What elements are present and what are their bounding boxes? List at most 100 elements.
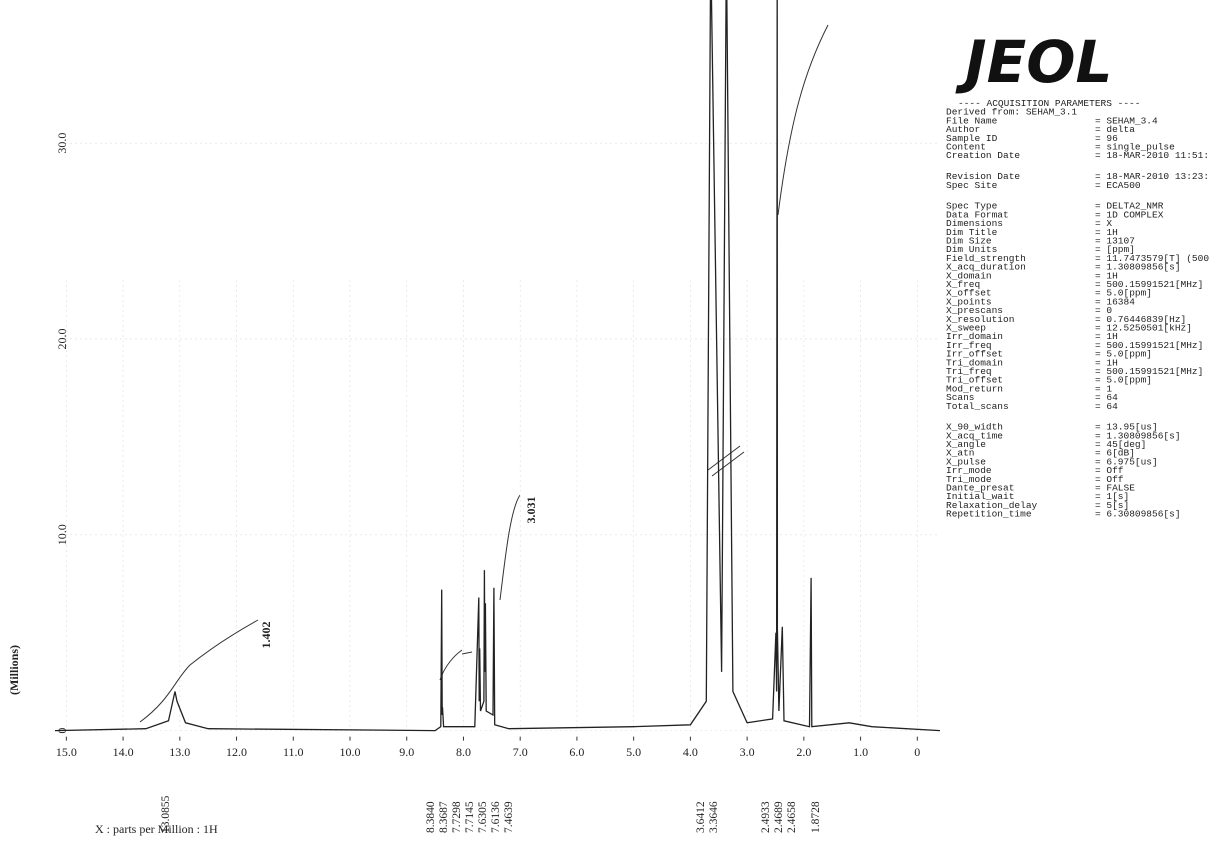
param-name: Irr_offset [946, 349, 1003, 360]
param-name: X_acq_time [946, 430, 1003, 441]
x-tick-label: 11.0 [283, 745, 304, 759]
param-value: = 1.30809856[s] [1095, 430, 1181, 441]
param-header: ---- ACQUISITION PARAMETERS ---- [958, 98, 1140, 109]
axis-break [707, 445, 745, 477]
param-name: Tri_offset [946, 375, 1003, 386]
x-tick-label: 7.0 [513, 745, 528, 759]
param-value: = 500.15991521[MHz] [1095, 279, 1203, 290]
param-value: = SEHAM_3.4 [1095, 115, 1158, 126]
peak-label: 7.7145 [464, 801, 476, 833]
param-value: = 13107 [1095, 235, 1135, 246]
x-tick-label: 8.0 [456, 745, 471, 759]
param-value: = 5.0[ppm] [1095, 288, 1152, 299]
param-value: = 1H [1095, 227, 1118, 238]
param-name: X_pulse [946, 456, 986, 467]
peak-label: 3.3646 [708, 801, 720, 833]
param-value: = Off [1095, 474, 1124, 485]
param-value: = 13.95[us] [1095, 422, 1158, 433]
param-name: Tri_mode [946, 474, 992, 485]
param-value: = 45[deg] [1095, 439, 1146, 450]
param-name: Revision Date [946, 171, 1020, 182]
peak-label: 13.0855 [160, 795, 172, 833]
y-axis-label: (Millions) [7, 645, 21, 695]
param-name: File Name [946, 115, 998, 126]
param-name: Spec Site [946, 180, 998, 191]
param-name: Dante_presat [946, 483, 1014, 494]
param-name: Scans [946, 392, 975, 403]
param-value: = 1D COMPLEX [1095, 209, 1164, 220]
param-name: X_domain [946, 270, 992, 281]
param-name: Data Format [946, 209, 1009, 220]
param-value: = 6.975[us] [1095, 456, 1158, 467]
param-value: = 11.7473579[T] (500 [1095, 253, 1209, 264]
param-value: = 1.30809856[s] [1095, 262, 1181, 273]
param-name: Sample ID [946, 133, 998, 144]
param-name: X_acq_duration [946, 262, 1026, 273]
peak-label: 7.6136 [490, 801, 502, 833]
param-value: = 0 [1095, 305, 1112, 316]
parameters: ---- ACQUISITION PARAMETERS ----Derived … [946, 98, 1209, 520]
peak-labels: 13.0855 8.3840 8.3687 7.7298 7.7145 7.6305 7.6… [160, 795, 822, 833]
y-tick-label: 30.0 [55, 133, 69, 154]
peak-label: 7.6305 [477, 801, 489, 833]
param-name: Irr_mode [946, 465, 992, 476]
peak-label: 2.4658 [786, 801, 798, 833]
param-value: = 64 [1095, 392, 1118, 403]
x-tick-label: 12.0 [226, 745, 247, 759]
y-tick-label: 20.0 [55, 328, 69, 349]
param-value: = 1[s] [1095, 491, 1129, 502]
param-name: Content [946, 142, 986, 153]
x-tick-label: 13.0 [169, 745, 190, 759]
param-name: Mod_return [946, 383, 1003, 394]
param-value: = delta [1095, 124, 1135, 135]
param-name: Repetition_time [946, 509, 1032, 520]
param-value: = 500.15991521[MHz] [1095, 366, 1203, 377]
integral-label: 1.402 [259, 622, 273, 649]
peak-label: 7.4639 [503, 801, 515, 833]
param-name: Field_strength [946, 253, 1026, 264]
param-name: Tri_freq [946, 366, 992, 377]
x-tick-label: 0 [914, 745, 920, 759]
peak-label: 3.6412 [695, 801, 707, 833]
peak-label: 1.8728 [810, 801, 822, 833]
logo: JEOL [955, 28, 1112, 96]
param-value: = 1H [1095, 270, 1118, 281]
param-value: = 5.0[ppm] [1095, 375, 1152, 386]
param-name: X_prescans [946, 305, 1003, 316]
peak-label: 2.4933 [760, 801, 772, 833]
param-value: = X [1095, 218, 1112, 229]
param-name: X_freq [946, 279, 980, 290]
param-name: Relaxation_delay [946, 500, 1038, 511]
x-tick-label: 14.0 [113, 745, 134, 759]
param-value: = 12.5250501[kHz] [1095, 322, 1192, 333]
param-value: = 1H [1095, 357, 1118, 368]
param-name: Dim Title [946, 227, 998, 238]
param-value: = 18-MAR-2010 11:51: [1095, 150, 1209, 161]
x-tick-label: 10.0 [340, 745, 361, 759]
param-name: X_offset [946, 288, 992, 299]
param-derived: Derived from: SEHAM_3.1 [946, 107, 1077, 118]
param-value: = FALSE [1095, 483, 1135, 494]
param-name: Dim Size [946, 235, 992, 246]
param-value: = 500.15991521[MHz] [1095, 340, 1203, 351]
param-name: X_angle [946, 439, 986, 450]
param-name: X_resolution [946, 314, 1014, 325]
param-name: Initial_wait [946, 491, 1014, 502]
param-name: X_points [946, 296, 992, 307]
param-value: = 6[dB] [1095, 448, 1135, 459]
param-value: = 5[s] [1095, 500, 1129, 511]
param-value: = 6.30809856[s] [1095, 509, 1181, 520]
param-name: Dim Units [946, 244, 997, 255]
param-name: X_atn [946, 448, 975, 459]
peak-label: 8.3687 [438, 801, 450, 833]
param-name: Spec Type [946, 201, 998, 212]
x-tick-label: 2.0 [796, 745, 811, 759]
param-value: = 16384 [1095, 296, 1135, 307]
param-name: Total_scans [946, 401, 1009, 412]
param-name: Author [946, 124, 980, 135]
param-name: Creation Date [946, 150, 1020, 161]
param-value: = 1H [1095, 331, 1118, 342]
x-tick-label: 6.0 [569, 745, 584, 759]
param-value: = 5.0[ppm] [1095, 349, 1152, 360]
